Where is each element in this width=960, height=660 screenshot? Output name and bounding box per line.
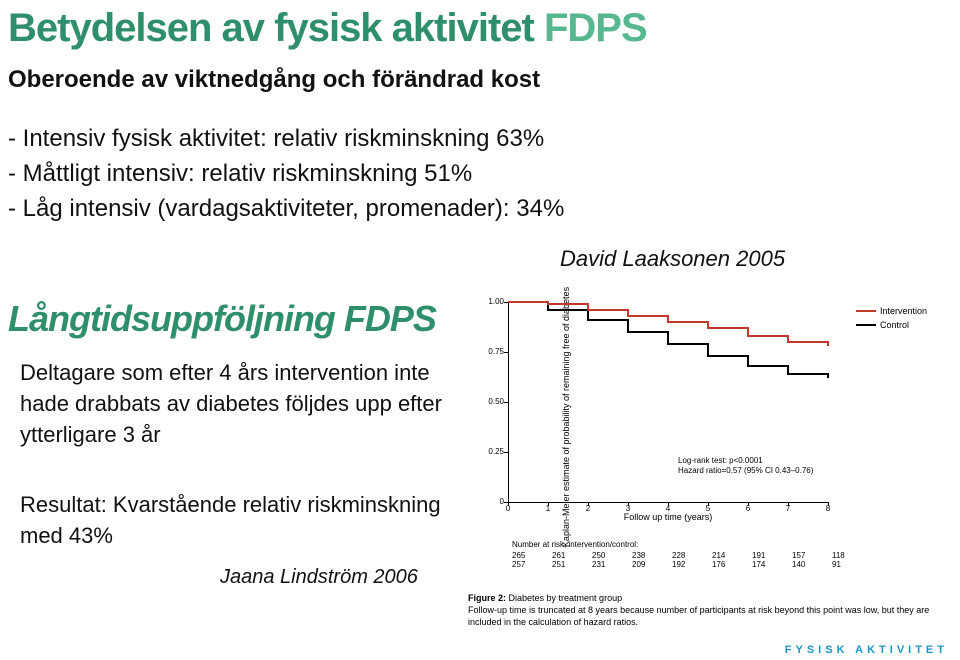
chart-legend: Intervention Control	[856, 306, 927, 532]
at-risk-cell: 157	[792, 551, 832, 560]
at-risk-cell: 257	[512, 560, 552, 569]
legend-item: Control	[856, 320, 927, 330]
subtitle: Oberoende av viktnedgång och förändrad k…	[8, 66, 540, 94]
bullet-item: - Låg intensiv (vardagsaktiviteter, prom…	[8, 192, 564, 227]
legend-item: Intervention	[856, 306, 927, 316]
footer-brand: FYSISK AKTIVITET	[785, 644, 948, 656]
bullet-item: - Måttligt intensiv: relativ riskminskni…	[8, 157, 564, 192]
y-tick-label: 0.25	[472, 447, 504, 456]
legend-swatch	[856, 310, 876, 312]
control-line	[508, 302, 828, 378]
legend-swatch	[856, 324, 876, 326]
caption-title: Diabetes by treatment group	[506, 593, 622, 603]
bullet-list: - Intensiv fysisk aktivitet: relativ ris…	[8, 122, 564, 226]
at-risk-cell: 265	[512, 551, 552, 560]
legend-label: Intervention	[880, 306, 927, 316]
km-chart: Kaplan-Meier estimate of probability of …	[468, 302, 848, 532]
at-risk-cell: 118	[832, 551, 872, 560]
attribution: David Laaksonen 2005	[560, 246, 785, 272]
caption-body: Follow-up time is truncated at 8 years b…	[468, 605, 929, 627]
at-risk-cell: 209	[632, 560, 672, 569]
y-tick-label: 0.75	[472, 347, 504, 356]
at-risk-cell: 214	[712, 551, 752, 560]
title-accent: FDPS	[544, 6, 647, 50]
at-risk-cell: 91	[832, 560, 872, 569]
page-title: Betydelsen av fysisk aktivitet FDPS	[8, 6, 647, 51]
km-figure: Kaplan-Meier estimate of probability of …	[468, 302, 952, 532]
figure-caption: Figure 2: Diabetes by treatment group Fo…	[468, 592, 952, 628]
at-risk-cell: 250	[592, 551, 632, 560]
hazard-ratio-text: Hazard ratio=0.57 (95% CI 0.43–0.76)	[678, 466, 813, 476]
at-risk-cell: 191	[752, 551, 792, 560]
y-tick-label: 0.50	[472, 397, 504, 406]
paragraph: Resultat: Kvarstående relativ riskminskn…	[20, 490, 450, 552]
legend-label: Control	[880, 320, 909, 330]
at-risk-cell: 261	[552, 551, 592, 560]
at-risk-cell: 251	[552, 560, 592, 569]
logrank-text: Log-rank test: p<0.0001	[678, 456, 813, 466]
at-risk-header: Number at risk, intervention/control:	[512, 540, 872, 549]
y-tick-label: 1.00	[472, 297, 504, 306]
x-axis-label: Follow up time (years)	[508, 512, 828, 522]
at-risk-cell: 140	[792, 560, 832, 569]
at-risk-cell: 228	[672, 551, 712, 560]
section-heading: Långtidsuppföljning FDPS	[8, 298, 436, 340]
logrank-box: Log-rank test: p<0.0001 Hazard ratio=0.5…	[678, 456, 813, 477]
at-risk-cell: 231	[592, 560, 632, 569]
bullet-item: - Intensiv fysisk aktivitet: relativ ris…	[8, 122, 564, 157]
at-risk-cell: 176	[712, 560, 752, 569]
attribution: Jaana Lindström 2006	[220, 566, 418, 589]
title-main: Betydelsen av fysisk aktivitet	[8, 6, 544, 50]
at-risk-cell: 238	[632, 551, 672, 560]
at-risk-cell: 192	[672, 560, 712, 569]
at-risk-table: Number at risk, intervention/control: 26…	[512, 540, 872, 569]
at-risk-cell: 174	[752, 560, 792, 569]
caption-label: Figure 2:	[468, 593, 506, 603]
paragraph: Deltagare som efter 4 års intervention i…	[20, 358, 450, 450]
